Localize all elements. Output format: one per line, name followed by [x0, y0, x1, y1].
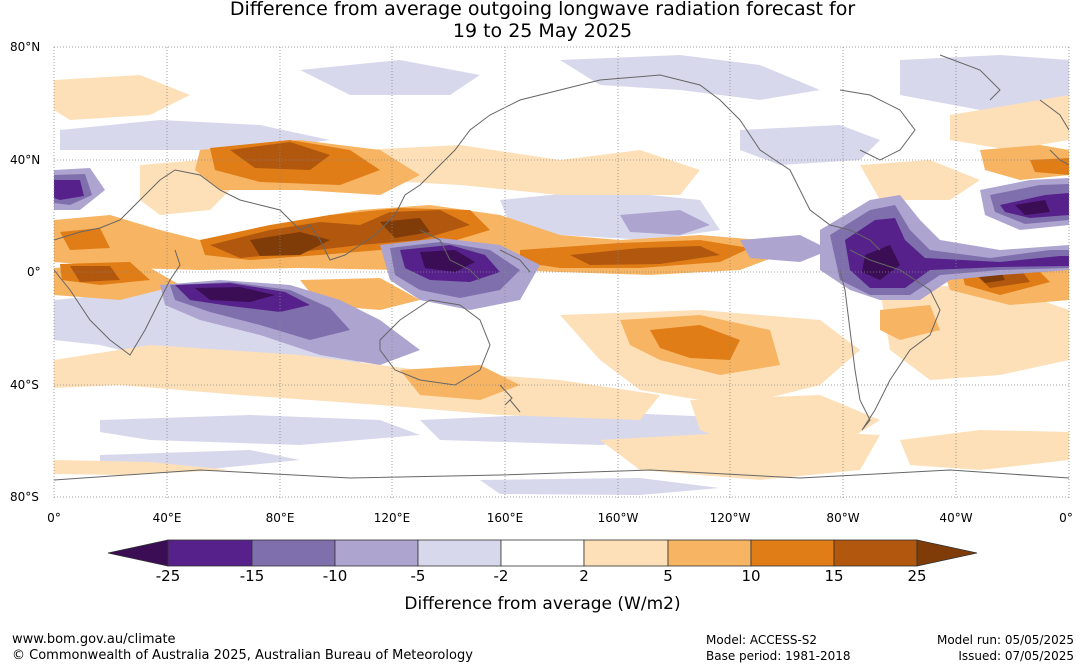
footer-url[interactable]: www.bom.gov.au/climate — [12, 632, 176, 647]
colorbar-extend-low — [107, 539, 169, 567]
colorbar-tick: 25 — [907, 567, 927, 585]
colorbar-segment — [750, 539, 835, 567]
coastlines — [54, 54, 1069, 481]
colorbar-label: Difference from average (W/m2) — [404, 594, 681, 614]
lat-label-80s: 80°S — [10, 490, 39, 504]
olr-anomaly-map — [53, 46, 1070, 498]
footer-base-period: Base period: 1981-2018 — [706, 649, 851, 663]
lon-label-0: 0° — [47, 511, 61, 525]
anomaly-fields — [54, 54, 1069, 495]
colorbar-tick: -10 — [322, 567, 348, 585]
lon-label-120e: 120°E — [373, 511, 411, 525]
footer-copyright: © Commonwealth of Australia 2025, Austra… — [12, 648, 473, 663]
colorbar-segment — [667, 539, 752, 567]
lon-label-40w: 40°W — [939, 511, 973, 525]
lon-label-160w: 160°W — [597, 511, 639, 525]
colorbar-tick: -15 — [239, 567, 265, 585]
map-title: Difference from average outgoing longwav… — [0, 0, 1085, 42]
colorbar-tick: 15 — [824, 567, 844, 585]
title-line-2: 19 to 25 May 2025 — [452, 20, 633, 42]
colorbar-segment — [833, 539, 918, 567]
lat-label-80n: 80°N — [10, 40, 41, 54]
colorbar-segment — [583, 539, 669, 567]
colorbar-extend-high — [916, 539, 978, 567]
colorbar-tick: 10 — [741, 567, 761, 585]
colorbar — [107, 539, 978, 567]
colorbar-tick: 5 — [663, 567, 673, 585]
colorbar-tick: 2 — [579, 567, 589, 585]
lat-label-40s: 40°S — [10, 378, 39, 392]
lon-label-160e: 160°E — [486, 511, 524, 525]
colorbar-tick: -5 — [410, 567, 426, 585]
colorbar-segment — [417, 539, 502, 567]
lon-label-120w: 120°W — [709, 511, 751, 525]
colorbar-segment — [334, 539, 419, 567]
colorbar-tick: -2 — [493, 567, 509, 585]
graticule — [53, 46, 1070, 498]
lon-label-80e: 80°E — [265, 511, 295, 525]
colorbar-segment — [251, 539, 336, 567]
footer-model-run: Model run: 05/05/2025 — [936, 633, 1074, 647]
lon-label-0-right: 0° — [1059, 511, 1073, 525]
title-line-1: Difference from average outgoing longwav… — [229, 0, 856, 20]
lon-label-40e: 40°E — [152, 511, 182, 525]
colorbar-tick: -25 — [155, 567, 181, 585]
footer-model: Model: ACCESS-S2 — [706, 633, 818, 647]
lat-label-0: 0° — [27, 265, 41, 279]
colorbar-segment — [167, 539, 253, 567]
lon-label-80w: 80°W — [826, 511, 860, 525]
lat-label-40n: 40°N — [10, 153, 41, 167]
colorbar-segment — [500, 539, 585, 567]
footer-issued: Issued: 07/05/2025 — [958, 649, 1074, 663]
